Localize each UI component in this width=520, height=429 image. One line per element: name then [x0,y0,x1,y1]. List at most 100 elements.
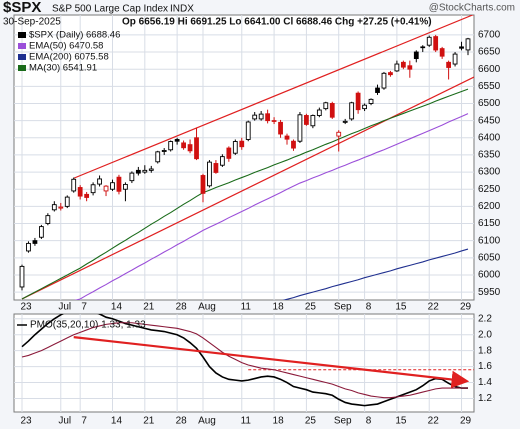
candle-body [316,109,322,116]
pmo-plot [14,314,474,412]
x-tick-label: Jul [58,302,71,313]
indicator-line [74,113,469,300]
candle-body [381,72,387,89]
candle-body [90,184,96,194]
x-tick-label: 8 [366,416,372,427]
y-tick-label: 2.0 [478,329,492,340]
x-tick-label: 8 [366,302,372,313]
candle-body [84,193,90,198]
trendline [21,76,474,300]
candle-body [278,121,283,135]
y-tick-label: 6500 [478,98,501,109]
x-tick-label: 14 [111,302,123,313]
candle-body [407,65,413,70]
candle-body [310,115,316,127]
candle-body [446,61,451,68]
y-tick-label: 6050 [478,252,501,263]
candle-body [194,137,199,160]
candle-body [64,196,70,207]
candle-body [168,141,174,151]
candle-body [142,169,148,173]
candle-body [116,176,122,192]
x-tick-label: Jul [58,416,71,427]
chart-subtitle: S&P 500 Large Cap Index [52,4,168,15]
y-tick-label: 6150 [478,218,501,229]
candle-body [336,131,342,137]
x-tick-label: 18 [273,302,285,313]
candle-body [51,204,57,211]
x-tick-label: 7 [81,416,87,427]
pmo-title: PMO(35,20,10) 1.33, 1.33 [30,320,146,331]
pmo-line [21,322,468,399]
x-tick-label: Sep [334,416,352,427]
candle-body [187,144,193,152]
candle-body [465,38,471,51]
candle-body [362,104,367,110]
y-tick-label: 5950 [478,287,501,298]
candle-body [258,113,264,120]
y-tick-label: 2.2 [478,313,492,324]
y-tick-label: 1.4 [478,377,492,388]
watermark: @StockCharts.com [429,3,515,14]
quote: Op 6656.19 Hi 6691.25 Lo 6641.00 Cl 6688… [122,17,432,28]
x-tick-label: 21 [143,416,155,427]
candle-body [110,182,115,190]
y-tick-label: 1.8 [478,345,492,356]
x-tick-label: 14 [111,416,123,427]
candle-body [19,265,25,288]
x-tick-label: 21 [143,302,155,313]
x-tick-label: Aug [198,302,216,313]
trendline [73,15,474,179]
x-tick-label: 25 [305,302,317,313]
candle-body [26,242,31,252]
candle-body [265,113,271,122]
candle-body [123,183,128,190]
x-tick-label: 22 [428,416,440,427]
y-tick-label: 6350 [478,150,501,161]
legend-label: MA(30) 6541.91 [29,63,97,74]
y-tick-label: 6650 [478,47,501,58]
candle-body [252,114,258,120]
y-tick-label: 1.2 [478,393,492,404]
date: 30-Sep-2025 [3,17,61,28]
x-tick-label: 15 [395,302,407,313]
candle-body [161,150,167,152]
x-tick-label: 25 [305,416,317,427]
candle-body [459,46,464,49]
x-tick-label: 11 [241,416,252,427]
candle-body [207,161,212,187]
x-tick-label: 18 [273,416,285,427]
x-tick-label: 28 [176,302,188,313]
candle-body [226,147,232,159]
candle-body [239,140,245,148]
legend-label: EMA(50) 6470.58 [29,41,103,52]
candle-body [245,121,251,140]
x-tick-label: Aug [198,416,216,427]
candle-body [329,103,335,118]
candle-body [420,46,426,49]
candle-body [388,72,393,76]
candle-body [413,51,419,60]
candle-body [45,215,51,224]
candle-body [103,185,109,192]
y-tick-label: 6100 [478,235,501,246]
candle-body [452,53,458,65]
overlay: $SPX S&P 500 Large Cap Index INDX @Stock… [3,0,515,427]
candle-body [58,206,64,209]
legend-swatch [18,43,26,49]
candle-body [39,226,44,238]
candle-body [32,240,38,244]
x-tick-label: 11 [241,302,252,313]
candle-body [181,142,186,149]
x-tick-label: 29 [460,416,472,427]
x-tick-label: 28 [176,416,188,427]
candle-body [400,61,406,68]
candle-body [375,87,380,93]
y-tick-label: 6550 [478,81,501,92]
y-tick-label: 6600 [478,64,501,75]
candle-body [349,102,355,120]
x-tick-label: 29 [460,302,472,313]
legend-swatch [18,32,26,38]
y-tick-label: 6700 [478,30,501,41]
